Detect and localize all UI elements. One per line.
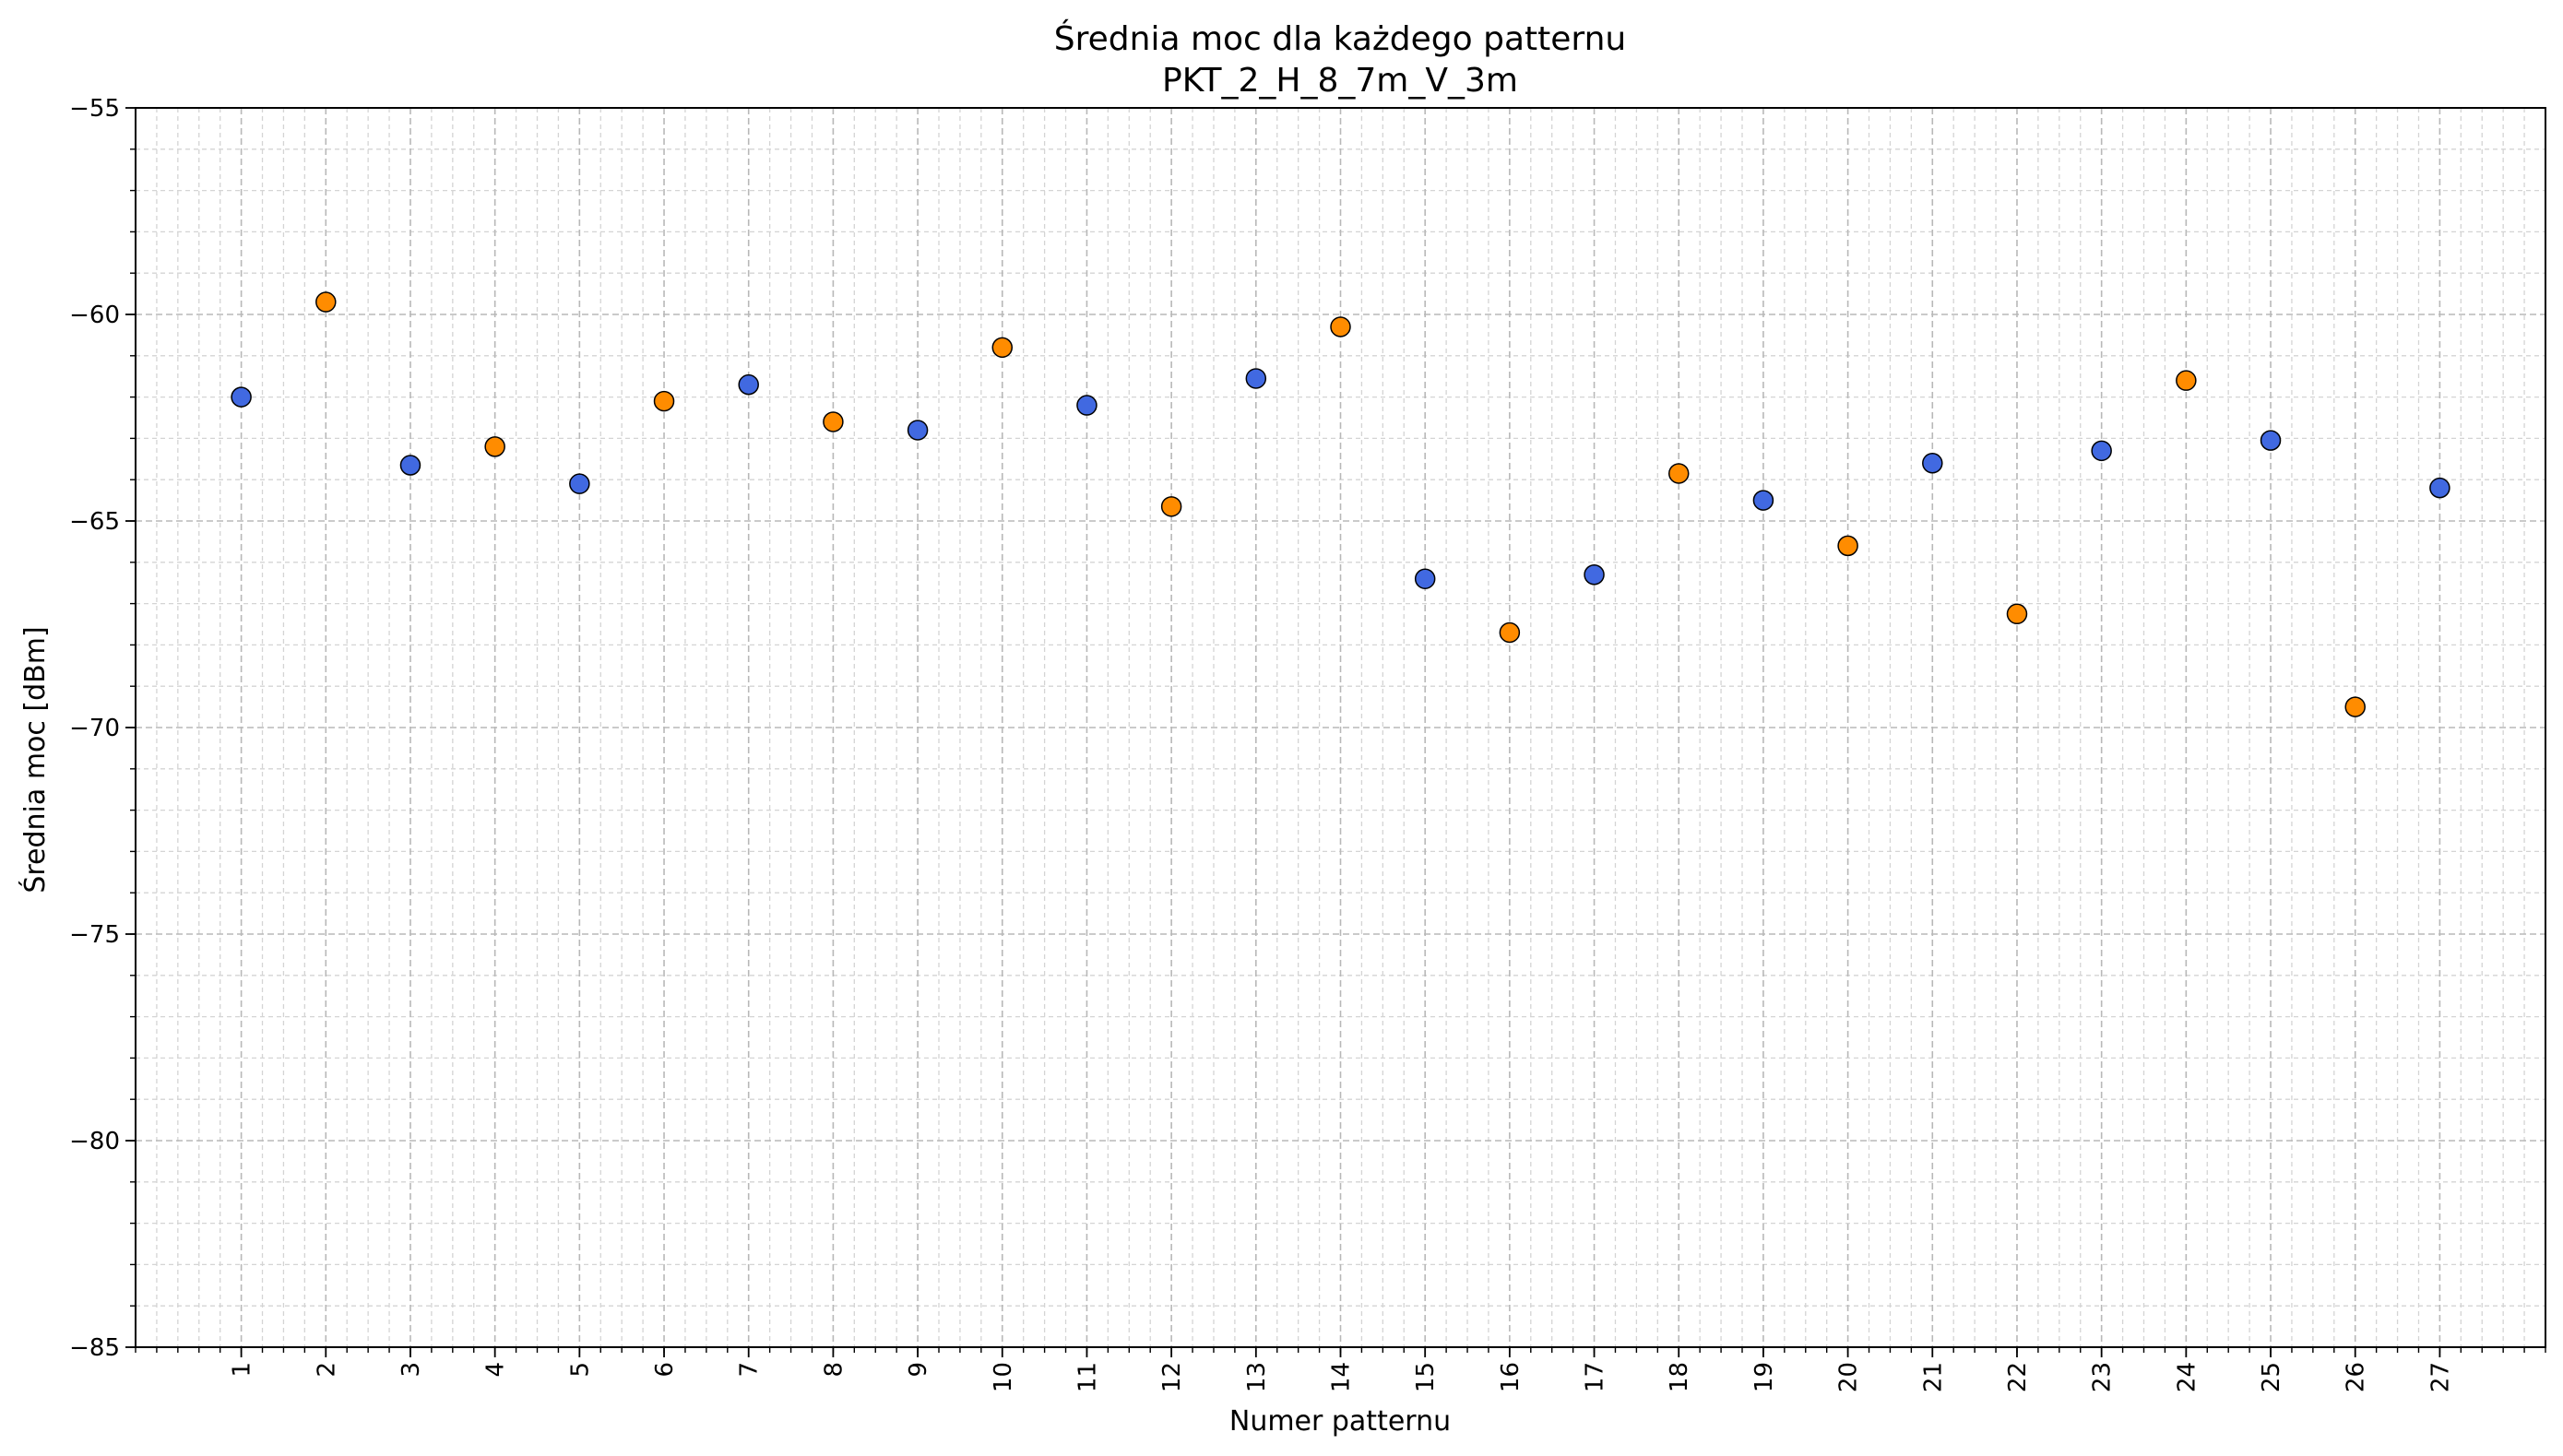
x-tick-label: 2: [313, 1362, 340, 1378]
x-tick-label: 22: [2004, 1362, 2032, 1392]
data-point: [2260, 430, 2282, 451]
data-point: [1584, 563, 1605, 586]
data-point: [907, 420, 929, 441]
x-tick-label: 17: [1582, 1362, 1609, 1392]
data-point: [1414, 568, 1436, 589]
x-tick-label: 26: [2343, 1362, 2370, 1392]
data-point: [1330, 316, 1351, 337]
x-tick-label: 9: [905, 1362, 932, 1378]
x-tick-label: 1: [229, 1362, 256, 1378]
data-point: [399, 455, 421, 476]
data-point: [2344, 696, 2366, 717]
data-point: [1076, 395, 1098, 416]
x-tick-label: 23: [2089, 1362, 2117, 1392]
x-tick-label: 14: [1328, 1362, 1356, 1392]
data-point: [2091, 440, 2112, 462]
data-point: [1160, 496, 1182, 517]
x-tick-label: 7: [736, 1362, 764, 1378]
data-point: [1499, 621, 1521, 644]
data-point: [823, 411, 844, 432]
data-point: [738, 373, 759, 396]
x-tick-label: 6: [651, 1362, 679, 1378]
data-point: [231, 386, 252, 408]
x-tick-label: 12: [1158, 1362, 1186, 1392]
y-tick-label: −60: [69, 302, 120, 329]
x-tick-label: 4: [482, 1362, 510, 1378]
data-point: [1922, 453, 1943, 474]
x-tick-label: 3: [398, 1362, 425, 1378]
data-point: [315, 291, 337, 313]
data-point: [991, 337, 1014, 359]
x-tick-label: 18: [1666, 1362, 1693, 1392]
data-point: [653, 390, 675, 412]
y-tick-label: −80: [69, 1128, 120, 1155]
data-point: [2006, 603, 2028, 625]
major-gridlines: [136, 107, 2545, 1348]
data-point: [1837, 535, 1858, 557]
data-point: [1667, 463, 1690, 484]
x-tick-label: 25: [2258, 1362, 2285, 1392]
x-tick-label: 13: [1243, 1362, 1271, 1392]
y-tick-label: −65: [69, 508, 120, 536]
y-tick-label: −85: [69, 1334, 120, 1362]
x-tick-label: 10: [990, 1362, 1017, 1392]
chart-title: Średnia moc dla każdego patternu: [1054, 19, 1626, 58]
y-tick-label: −75: [69, 921, 120, 949]
y-tick-label: −55: [69, 95, 120, 123]
x-tick-label: 16: [1497, 1362, 1525, 1392]
data-point: [569, 473, 590, 494]
x-tick-label: 27: [2427, 1362, 2454, 1392]
data-point: [2176, 370, 2197, 391]
axes: 1 2 3 4 5 6 7 8 9 10 11 12 13 14 15 16 17 18 19 20 21 22 23 24 2…: [69, 95, 2546, 1392]
x-tick-label: 8: [820, 1362, 848, 1378]
y-axis-label: Średnia moc [dBm]: [18, 626, 52, 893]
data-point: [2429, 477, 2450, 499]
data-points: [231, 291, 2450, 717]
x-tick-label: 11: [1074, 1362, 1101, 1392]
x-axis-label: Numer patternu: [1229, 1405, 1451, 1438]
data-point: [1752, 490, 1774, 511]
chart-subtitle: PKT_2_H_8_7m_V_3m: [1162, 62, 1518, 100]
y-tick-label: −70: [69, 715, 120, 742]
x-tick-label: 19: [1750, 1362, 1778, 1392]
x-tick-label: 5: [566, 1362, 594, 1378]
x-tick-label: 21: [1919, 1362, 1947, 1392]
x-tick-label: 20: [1835, 1362, 1863, 1392]
x-tick-label: 15: [1412, 1362, 1440, 1392]
x-tick-label: 24: [2173, 1362, 2201, 1392]
data-point: [1245, 368, 1267, 389]
data-point: [484, 436, 505, 457]
